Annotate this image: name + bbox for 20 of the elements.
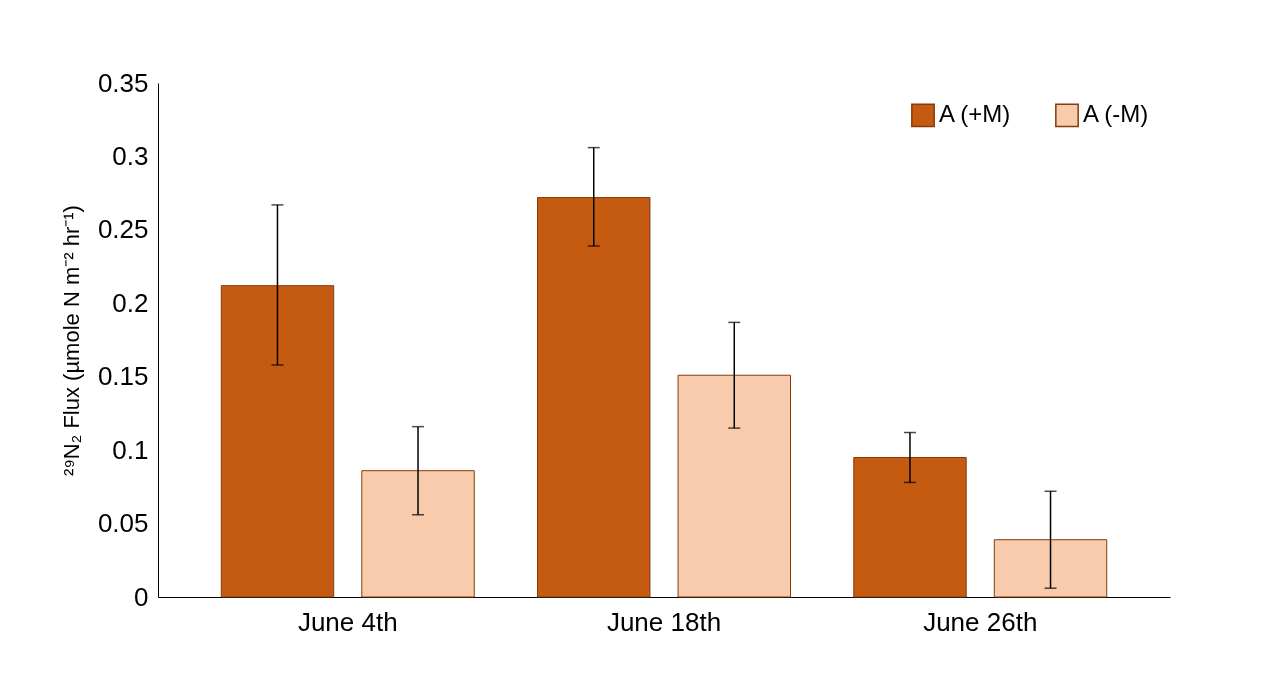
y-axis-title: ²⁹N₂ Flux (µmole N m⁻² hr⁻¹) [58, 205, 84, 476]
bar [677, 374, 791, 598]
y-tick-label: 0.15 [97, 361, 149, 392]
y-tick-label: 0.2 [112, 287, 149, 318]
bar [853, 456, 967, 598]
bar [361, 470, 475, 598]
x-tick-label: June 4th [297, 606, 398, 637]
bar [537, 197, 651, 598]
y-tick-label: 0.1 [112, 434, 149, 465]
legend-label: A (-M) [1083, 100, 1149, 128]
x-tick-label: June 26th [923, 606, 1038, 637]
legend-label: A (+M) [939, 100, 1011, 128]
y-tick-label: 0.25 [97, 214, 149, 245]
y-tick-label: 0 [134, 581, 149, 612]
bar [220, 285, 335, 598]
y-tick-label: 0.3 [112, 140, 149, 171]
x-tick-label: June 18th [606, 606, 722, 637]
y-tick-label: 0.35 [97, 67, 149, 98]
y-tick-label: 0.05 [97, 508, 149, 539]
bar [993, 539, 1108, 598]
